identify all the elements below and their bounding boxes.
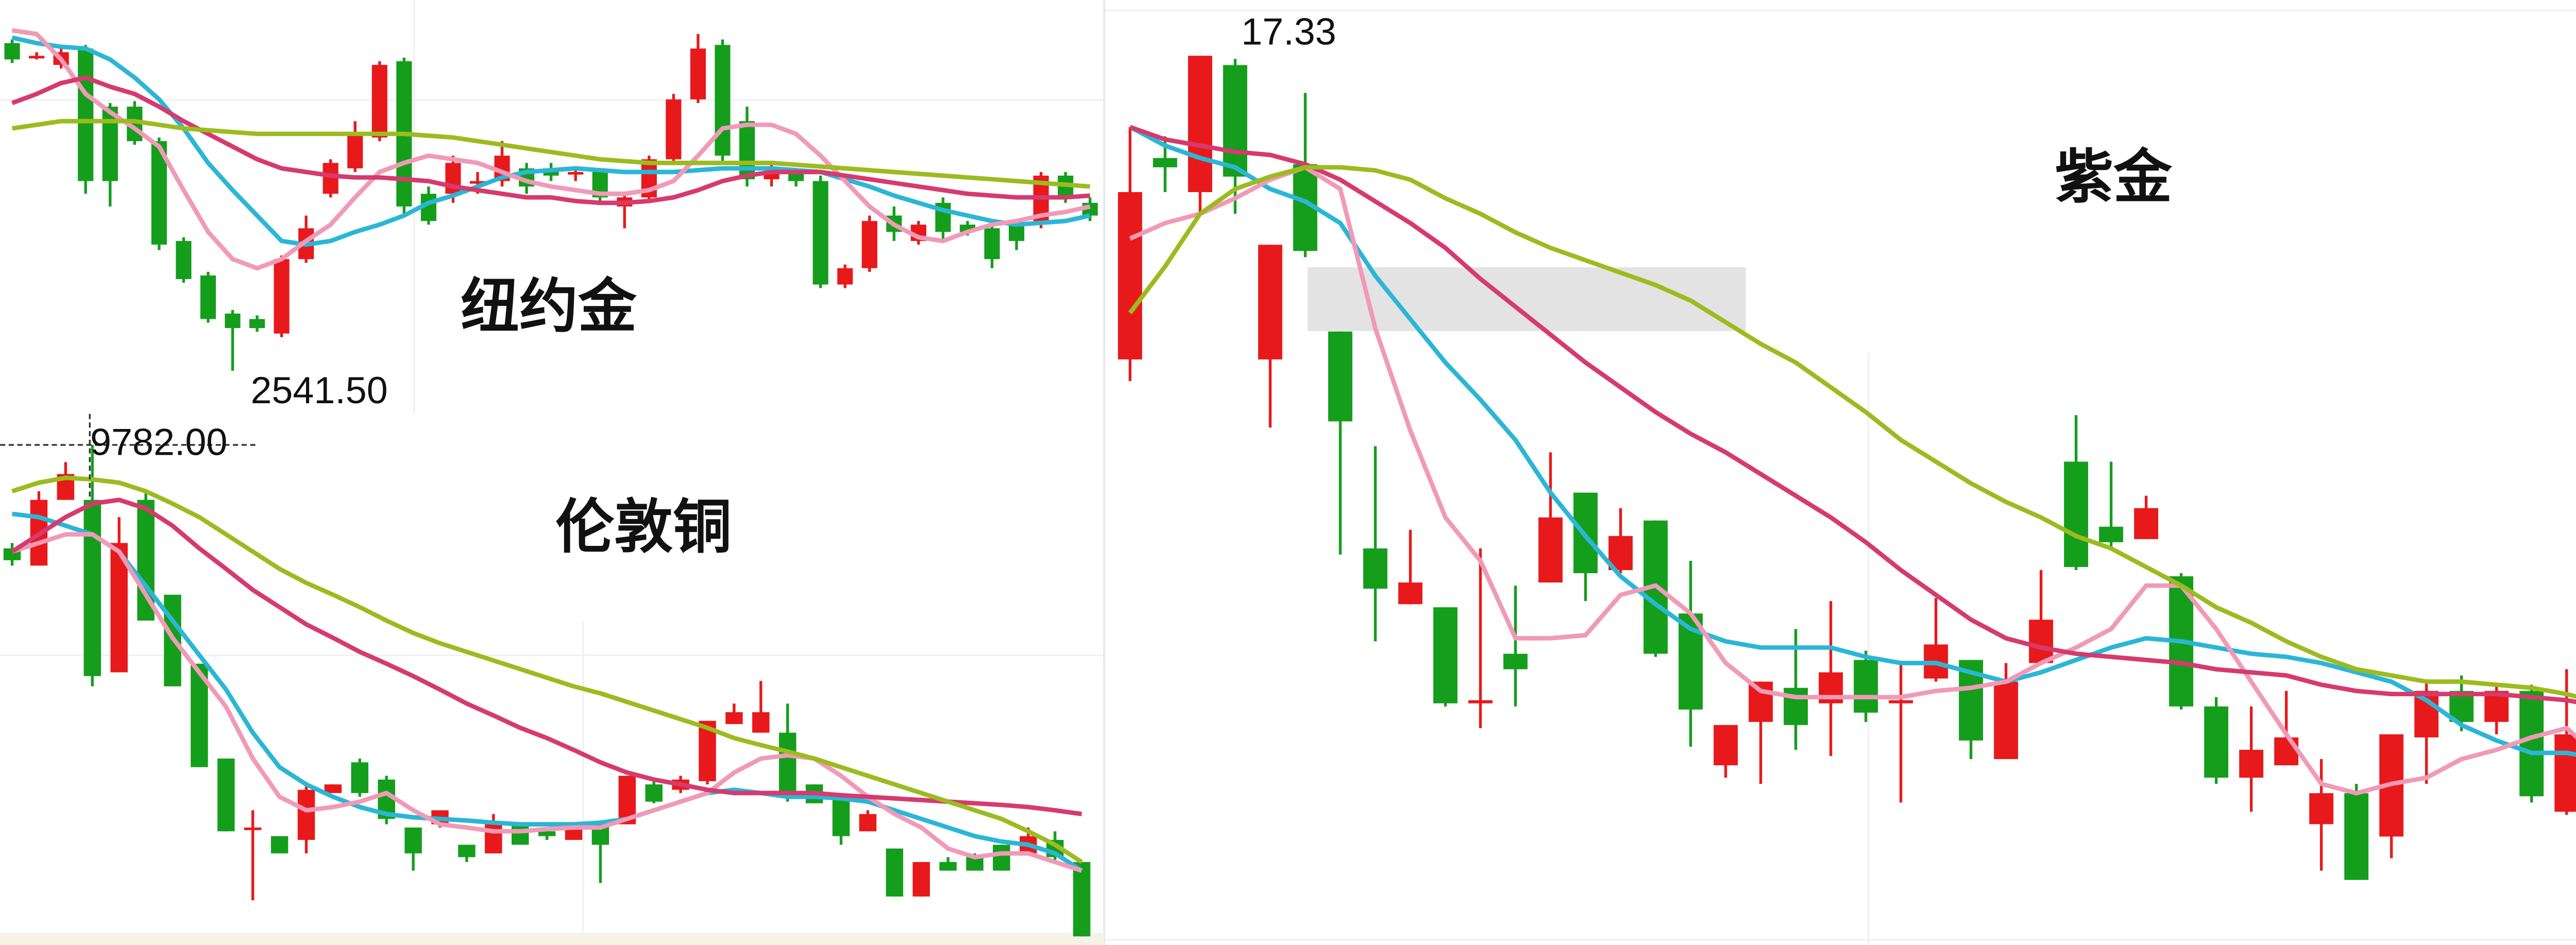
candle-body [1328,331,1352,422]
chart-title: 纽约金 [461,272,637,340]
candle-body [249,319,265,329]
candle-body [511,824,529,845]
moving-average-line [11,28,1091,271]
moving-average-line [1128,165,2576,699]
candle-body [1258,245,1282,359]
plot [3,444,1091,937]
candle-body [812,181,828,285]
moving-average-line [11,475,1083,864]
candle-body [2204,706,2229,778]
candle-body [458,845,476,857]
candle-body [984,228,1000,260]
candle-body [1749,681,1773,722]
candle-body [324,784,342,793]
candle-body [725,712,743,724]
candle-body [837,268,853,285]
candle-body [1714,725,1738,766]
moving-average-line [11,497,1082,817]
candle-body [274,259,290,334]
candle-body [270,836,289,854]
candle-body [2239,749,2264,778]
candle-body [690,48,706,99]
moving-average-line [1129,165,2576,796]
moving-average-line [11,35,1091,247]
moving-average-line [1129,125,2576,705]
candle-body [404,827,422,854]
plot [1117,56,2576,880]
candle-body [1117,192,1142,359]
bottom-strip [0,933,1105,945]
candle-body [1889,700,1913,703]
candle-body [993,845,1010,871]
candle-body [351,762,369,793]
candle-body [2064,461,2089,568]
candle-body [1223,65,1247,177]
candle-body [1009,225,1025,241]
candle-body [2554,734,2576,812]
candle-body [347,133,363,168]
candle-body [2274,737,2299,766]
price-annotation: 2541.50 [250,369,387,411]
candle-body [1363,548,1387,589]
candle-body [297,789,315,840]
candle-body [78,48,94,181]
chart-title: 紫金 [2055,143,2173,211]
candle-body [645,784,663,802]
moving-average-line [12,511,1083,873]
candle-body [1188,56,1212,193]
candle-body [715,45,731,156]
candle-body [1398,582,1422,605]
moving-average-line [1129,125,2576,757]
candle-body [832,797,850,836]
price-annotation: 17.33 [1241,10,1336,53]
candle-body [1538,517,1563,583]
candle-body [2344,793,2369,880]
candle-body [1073,862,1091,937]
candle-body [1854,660,1878,713]
moving-average-line [11,75,1091,205]
candle-body [469,181,486,184]
candle-body [778,732,796,797]
highlight-band [1308,267,1746,331]
moving-average-line [11,118,1091,189]
candle-body [29,56,45,59]
candle-body [568,171,584,175]
candle-body [225,313,241,329]
candle-body [939,862,957,871]
candle-body [83,500,101,676]
candle-body [2134,508,2159,539]
candle-body [859,814,877,832]
candle-body [886,848,904,897]
candle-body [244,827,262,830]
candle-body [2519,691,2544,797]
plot [4,28,1098,371]
candle-body [371,65,387,138]
candle-body [538,831,556,836]
price-annotation: 9782.00 [90,420,227,463]
candle-body [788,171,804,181]
candle-body [1468,700,1493,703]
candle-body [1994,681,2019,760]
candle-body [200,275,216,319]
candle-body [1503,654,1528,669]
candle-body [966,857,984,871]
candle-body [176,240,192,279]
candle-body [752,712,770,733]
candle-body [323,163,338,194]
candle-body [1433,607,1458,703]
candle-body [861,221,877,268]
candle-body [666,99,682,160]
candle-body [4,43,20,60]
candle-body [912,862,930,897]
chart-title: 伦敦铜 [555,493,732,561]
moving-average-line [11,532,1082,873]
candle-body [217,758,235,832]
candle-body [2309,793,2334,824]
candle-body [1153,158,1177,167]
candle-body [2099,526,2124,542]
candle-body [2029,620,2054,663]
